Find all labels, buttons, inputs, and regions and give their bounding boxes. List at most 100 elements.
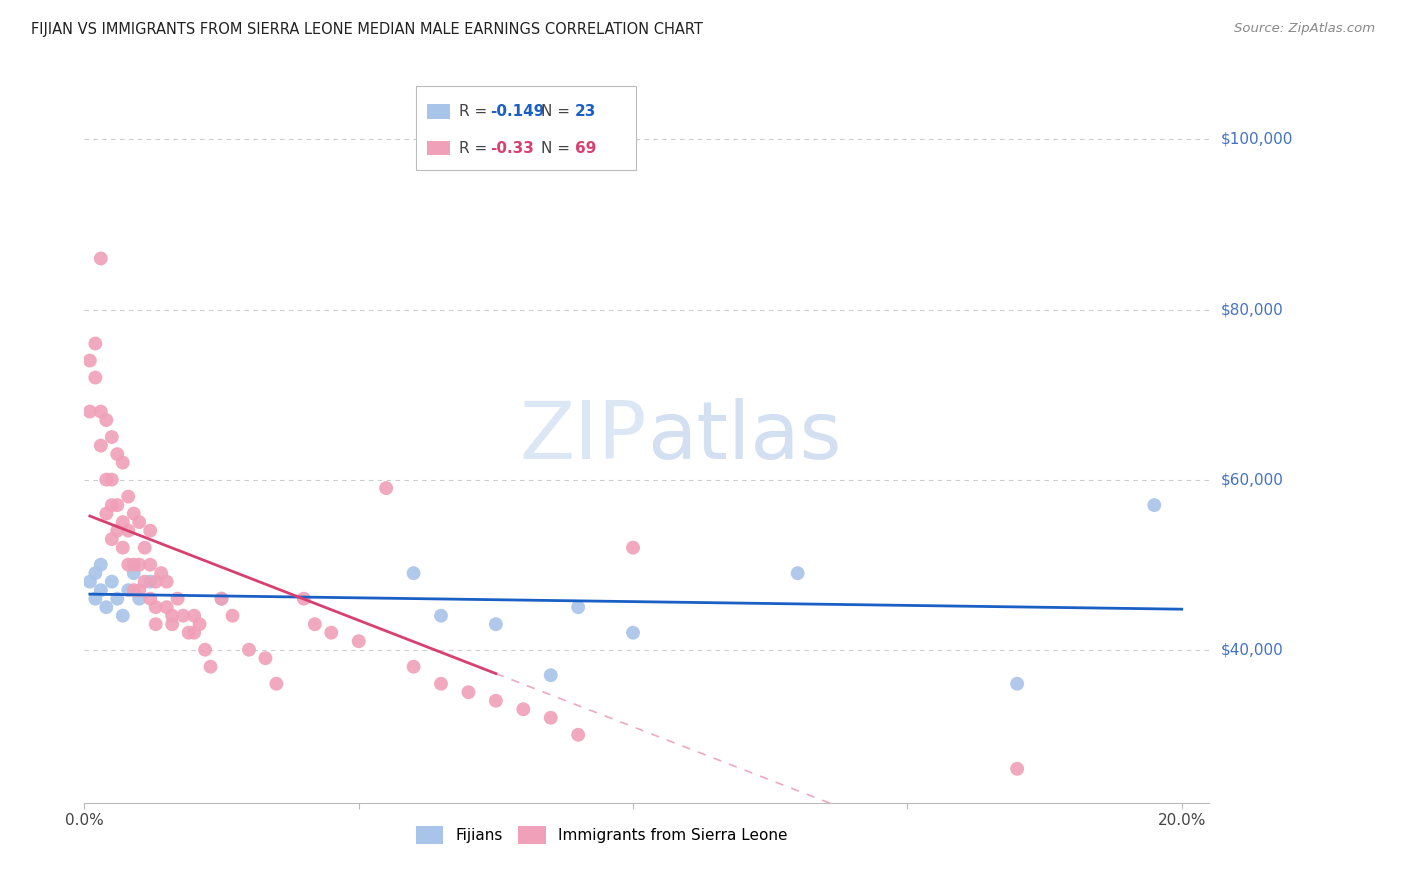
Text: 69: 69 bbox=[575, 141, 596, 156]
Point bbox=[430, 608, 453, 623]
Text: N =: N = bbox=[541, 141, 575, 156]
Point bbox=[145, 600, 167, 615]
Text: $40,000: $40,000 bbox=[1220, 642, 1284, 657]
Point bbox=[128, 591, 150, 606]
Point bbox=[117, 583, 139, 598]
Point bbox=[188, 617, 211, 632]
Point bbox=[512, 702, 534, 716]
Point bbox=[540, 668, 562, 682]
Point bbox=[621, 625, 644, 640]
Point bbox=[111, 608, 134, 623]
Point bbox=[84, 566, 107, 581]
Point bbox=[139, 524, 162, 538]
FancyBboxPatch shape bbox=[427, 141, 450, 155]
Point bbox=[145, 574, 167, 589]
Text: N =: N = bbox=[541, 104, 575, 120]
Point bbox=[96, 600, 118, 615]
Point bbox=[90, 404, 112, 418]
Point bbox=[101, 473, 124, 487]
Point bbox=[90, 252, 112, 266]
Point bbox=[1005, 677, 1028, 691]
Point bbox=[105, 498, 128, 512]
Point bbox=[540, 711, 562, 725]
Text: FIJIAN VS IMMIGRANTS FROM SIERRA LEONE MEDIAN MALE EARNINGS CORRELATION CHART: FIJIAN VS IMMIGRANTS FROM SIERRA LEONE M… bbox=[31, 22, 703, 37]
Point bbox=[183, 608, 205, 623]
Point bbox=[96, 413, 118, 427]
Point bbox=[117, 490, 139, 504]
Point bbox=[105, 447, 128, 461]
Text: R =: R = bbox=[458, 104, 492, 120]
Text: R =: R = bbox=[458, 141, 492, 156]
Point bbox=[292, 591, 315, 606]
Point bbox=[221, 608, 243, 623]
Point bbox=[156, 574, 179, 589]
Point bbox=[402, 659, 425, 673]
Point bbox=[457, 685, 479, 699]
Point bbox=[567, 600, 589, 615]
Point bbox=[84, 336, 107, 351]
Legend: Fijians, Immigrants from Sierra Leone: Fijians, Immigrants from Sierra Leone bbox=[411, 820, 793, 850]
Point bbox=[117, 558, 139, 572]
FancyBboxPatch shape bbox=[427, 104, 450, 119]
Point bbox=[266, 677, 288, 691]
Point bbox=[1143, 498, 1166, 512]
Point bbox=[79, 574, 101, 589]
Point bbox=[150, 566, 173, 581]
Point bbox=[238, 642, 260, 657]
Point bbox=[90, 583, 112, 598]
Point bbox=[172, 608, 194, 623]
Point bbox=[90, 439, 112, 453]
Text: $60,000: $60,000 bbox=[1220, 472, 1284, 487]
Point bbox=[160, 608, 183, 623]
Text: atlas: atlas bbox=[647, 398, 841, 476]
Point bbox=[96, 507, 118, 521]
Point bbox=[105, 591, 128, 606]
Point bbox=[117, 524, 139, 538]
Point bbox=[156, 600, 179, 615]
Point bbox=[111, 456, 134, 470]
Text: -0.33: -0.33 bbox=[491, 141, 534, 156]
Point bbox=[485, 617, 508, 632]
FancyBboxPatch shape bbox=[416, 86, 636, 170]
Point bbox=[128, 583, 150, 598]
Point bbox=[402, 566, 425, 581]
Text: ZIP: ZIP bbox=[519, 398, 647, 476]
Point bbox=[145, 617, 167, 632]
Point bbox=[84, 591, 107, 606]
Point bbox=[111, 541, 134, 555]
Point bbox=[183, 625, 205, 640]
Text: Source: ZipAtlas.com: Source: ZipAtlas.com bbox=[1234, 22, 1375, 36]
Point bbox=[194, 642, 217, 657]
Point bbox=[304, 617, 326, 632]
Point bbox=[485, 694, 508, 708]
Point bbox=[200, 659, 222, 673]
Text: $80,000: $80,000 bbox=[1220, 302, 1284, 317]
Point bbox=[375, 481, 398, 495]
Point bbox=[139, 574, 162, 589]
Point bbox=[211, 591, 233, 606]
Point bbox=[139, 591, 162, 606]
Point bbox=[139, 558, 162, 572]
Point bbox=[1005, 762, 1028, 776]
Point bbox=[122, 558, 145, 572]
Text: $100,000: $100,000 bbox=[1220, 132, 1292, 147]
Point bbox=[254, 651, 277, 665]
Point bbox=[177, 625, 200, 640]
Point bbox=[430, 677, 453, 691]
Point bbox=[79, 353, 101, 368]
Text: 23: 23 bbox=[575, 104, 596, 120]
Point bbox=[111, 515, 134, 529]
Point bbox=[347, 634, 370, 648]
Point bbox=[166, 591, 188, 606]
Point bbox=[84, 370, 107, 384]
Point bbox=[101, 532, 124, 546]
Point bbox=[101, 430, 124, 444]
Point bbox=[79, 404, 101, 418]
Point bbox=[122, 507, 145, 521]
Point bbox=[96, 473, 118, 487]
Point bbox=[134, 541, 156, 555]
Point bbox=[122, 566, 145, 581]
Point bbox=[211, 591, 233, 606]
Point bbox=[321, 625, 343, 640]
Point bbox=[90, 558, 112, 572]
